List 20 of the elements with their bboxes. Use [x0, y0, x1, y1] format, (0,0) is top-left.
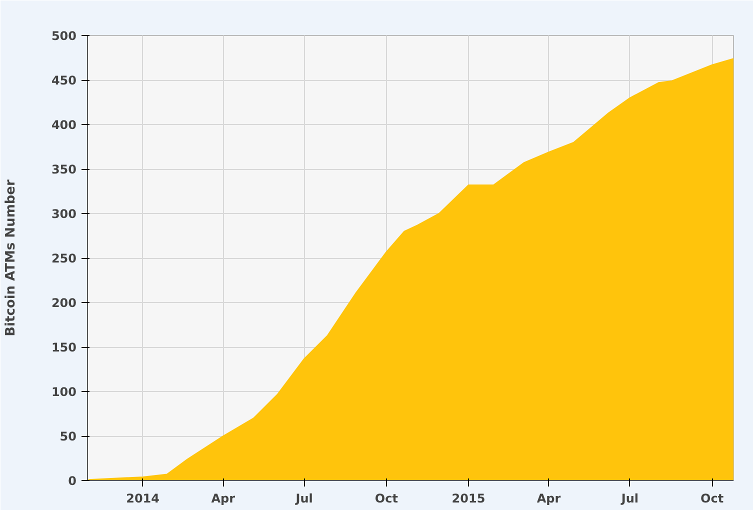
y-tick-label: 400	[51, 118, 77, 132]
y-tick-label: 200	[51, 296, 77, 310]
x-tick-label: Jul	[620, 492, 639, 506]
y-tick-label: 0	[68, 474, 77, 488]
x-tick-label: 2014	[126, 492, 160, 506]
y-tick-label: 150	[51, 340, 77, 354]
x-tick-label: Apr	[211, 492, 236, 506]
y-tick-label: 450	[51, 74, 77, 88]
x-tick-label: 2015	[452, 492, 486, 506]
x-tick-label: Oct	[374, 492, 398, 506]
x-tick-label: Apr	[536, 492, 561, 506]
y-tick-label: 250	[51, 252, 77, 266]
x-tick-label: Oct	[700, 492, 724, 506]
y-tick-label: 300	[51, 207, 77, 221]
y-tick-label: 50	[60, 430, 77, 444]
y-tick-label: 350	[51, 162, 77, 176]
y-axis-title: Bitcoin ATMs Number	[3, 179, 18, 336]
x-tick-label: Jul	[294, 492, 313, 506]
y-tick-label: 500	[51, 29, 77, 43]
y-tick-label: 100	[51, 385, 77, 399]
